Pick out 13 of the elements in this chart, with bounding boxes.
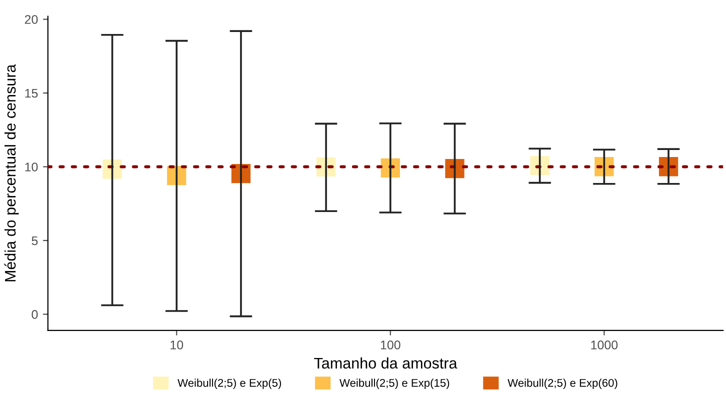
y-tick-label: 0 (32, 310, 38, 319)
x-axis-title: Tamanho da amostra (314, 357, 458, 369)
legend-label: Weibull(2;5) e Exp(5) (178, 378, 282, 390)
x-tick-label: 100 (380, 340, 400, 350)
y-tick-label: 20 (24, 15, 38, 24)
x-tick-label: 1000 (591, 340, 618, 350)
y-axis-title: Média do percentual de censura (4, 64, 19, 282)
legend-label: Weibull(2;5) e Exp(15) (340, 378, 450, 390)
legend-label: Weibull(2;5) e Exp(60) (508, 378, 618, 390)
y-tick-label: 5 (32, 236, 38, 246)
y-tick-label: 10 (25, 162, 38, 172)
x-tick-label: 10 (170, 340, 184, 350)
y-tick-label: 15 (25, 88, 38, 98)
